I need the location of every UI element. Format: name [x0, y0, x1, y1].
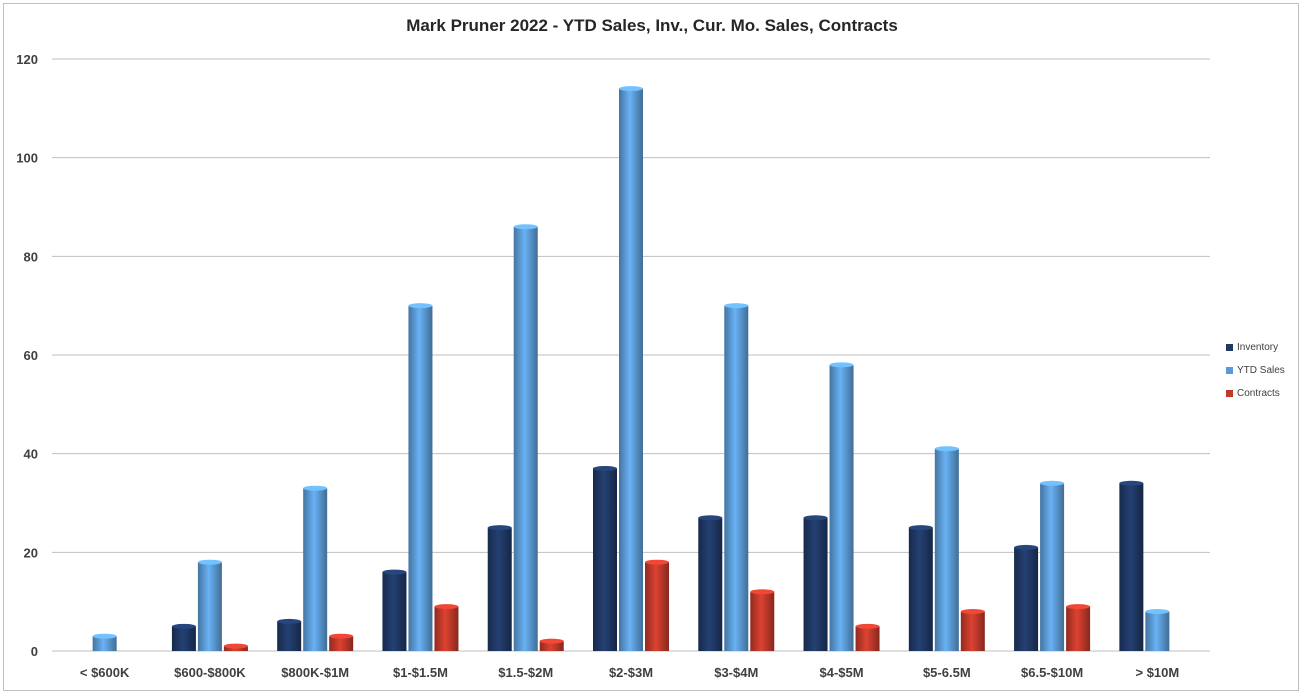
- bar-cap-inventory: [803, 515, 828, 521]
- x-tick-label: $4-$5M: [820, 665, 864, 680]
- bar-cap-inventory: [593, 465, 617, 471]
- legend-label-ytd-sales: YTD Sales: [1237, 365, 1285, 376]
- bar-contracts: [539, 641, 564, 651]
- bar-cap-inventory: [908, 525, 933, 531]
- bar-cap-contracts: [855, 623, 880, 629]
- bar-cap-ytd-sales: [724, 303, 749, 309]
- chart-title: Mark Pruner 2022 - YTD Sales, Inv., Cur.…: [406, 16, 898, 35]
- y-tick-label: 120: [16, 52, 38, 67]
- legend-swatch-ytd-sales: [1226, 367, 1233, 374]
- bar-ytd-sales: [1040, 483, 1065, 651]
- legend-swatch-inventory: [1226, 344, 1233, 351]
- bar-inventory: [593, 468, 617, 651]
- bar-contracts: [434, 606, 459, 651]
- y-tick-label: 60: [24, 348, 38, 363]
- bar-contracts: [645, 562, 669, 651]
- bar-cap-ytd-sales: [92, 633, 117, 639]
- bar-ytd-sales: [829, 364, 854, 651]
- x-tick-label: $600-$800K: [174, 665, 246, 680]
- bar-cap-ytd-sales: [619, 86, 643, 92]
- bar-inventory: [1014, 547, 1039, 651]
- bar-cap-contracts: [434, 604, 459, 610]
- bar-cap-ytd-sales: [197, 559, 222, 565]
- x-tick-label: < $600K: [80, 665, 130, 680]
- bar-inventory: [171, 626, 196, 651]
- bar-inventory: [487, 527, 512, 651]
- bar-cap-inventory: [1014, 544, 1039, 550]
- x-tick-label: $800K-$1M: [281, 665, 349, 680]
- bar-cap-ytd-sales: [408, 303, 433, 309]
- bar-cap-contracts: [1066, 604, 1091, 610]
- bar-inventory: [382, 572, 407, 651]
- bar-ytd-sales: [92, 636, 117, 651]
- legend-item-inventory: Inventory: [1226, 336, 1285, 359]
- y-tick-label: 40: [24, 447, 38, 462]
- x-tick-label: $1.5-$2M: [498, 665, 553, 680]
- x-tick-label: $3-$4M: [714, 665, 758, 680]
- bar-inventory: [1119, 483, 1144, 651]
- bar-cap-ytd-sales: [829, 362, 854, 368]
- bar-contracts: [855, 626, 880, 651]
- bar-ytd-sales: [303, 488, 328, 651]
- x-tick-label: $1-$1.5M: [393, 665, 448, 680]
- bar-cap-inventory: [698, 515, 723, 521]
- bar-contracts: [750, 591, 775, 651]
- bar-cap-ytd-sales: [513, 224, 538, 230]
- bar-ytd-sales: [724, 305, 749, 651]
- bar-ytd-sales: [513, 226, 538, 651]
- bar-cap-inventory: [1119, 480, 1144, 486]
- legend: Inventory YTD Sales Contracts: [1226, 336, 1285, 405]
- bar-inventory: [803, 517, 828, 651]
- legend-swatch-contracts: [1226, 390, 1233, 397]
- bar-cap-inventory: [277, 618, 302, 624]
- bar-cap-ytd-sales: [303, 485, 328, 491]
- bar-cap-contracts: [750, 589, 775, 595]
- bar-cap-contracts: [329, 633, 354, 639]
- y-tick-label: 0: [31, 644, 38, 659]
- x-tick-label: $2-$3M: [609, 665, 653, 680]
- bar-cap-inventory: [487, 525, 512, 531]
- bar-contracts: [329, 636, 354, 651]
- bar-contracts: [960, 611, 985, 651]
- bar-ytd-sales: [197, 562, 222, 651]
- bar-ytd-sales: [1145, 611, 1170, 651]
- bar-cap-contracts: [645, 559, 669, 565]
- legend-label-contracts: Contracts: [1237, 388, 1280, 399]
- x-tick-label: $6.5-$10M: [1021, 665, 1083, 680]
- bar-cap-ytd-sales: [1040, 480, 1065, 486]
- bar-cap-contracts: [223, 643, 248, 649]
- bar-inventory: [908, 527, 933, 651]
- bar-inventory: [698, 517, 723, 651]
- bar-ytd-sales: [619, 88, 643, 652]
- legend-item-contracts: Contracts: [1226, 382, 1285, 405]
- bar-cap-contracts: [960, 609, 985, 615]
- legend-item-ytd-sales: YTD Sales: [1226, 359, 1285, 382]
- bar-ytd-sales: [934, 448, 959, 651]
- bar-contracts: [1066, 606, 1091, 651]
- bar-ytd-sales: [408, 305, 433, 651]
- bar-cap-contracts: [539, 638, 564, 644]
- y-tick-label: 20: [24, 545, 38, 560]
- y-tick-label: 100: [16, 151, 38, 166]
- bar-cap-ytd-sales: [1145, 609, 1170, 615]
- y-tick-label: 80: [24, 249, 38, 264]
- bar-cap-inventory: [382, 569, 407, 575]
- bar-inventory: [277, 621, 302, 651]
- x-tick-label: $5-6.5M: [923, 665, 971, 680]
- legend-label-inventory: Inventory: [1237, 342, 1279, 353]
- x-tick-label: > $10M: [1135, 665, 1179, 680]
- bar-cap-inventory: [171, 623, 196, 629]
- bar-cap-ytd-sales: [934, 446, 959, 452]
